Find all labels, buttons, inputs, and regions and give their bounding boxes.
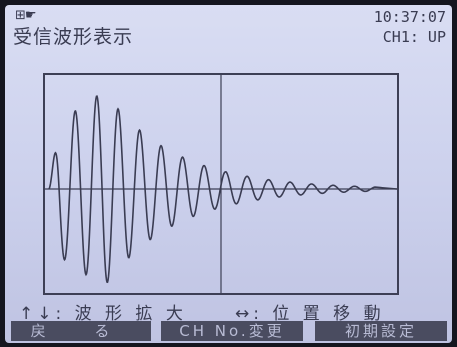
clock-readout: 10:37:07 xyxy=(373,8,446,26)
lcd-screen: ⊞☛ 受信波形表示 10:37:07 CH1: UP ↑↓: 波 形 拡 大 ↔… xyxy=(5,5,452,343)
ch-change-button[interactable]: CH No.変更 xyxy=(161,321,303,341)
waveform-plot xyxy=(45,75,398,293)
waveform-display xyxy=(43,73,399,295)
hint-bar: ↑↓: 波 形 拡 大 ↔: 位 置 移 動 xyxy=(13,299,447,324)
softkey-bar: 戻 る CH No.変更 初期設定 xyxy=(11,321,447,341)
waveform-trace xyxy=(48,95,398,284)
channel-indicator: CH1: UP xyxy=(382,28,446,46)
back-button[interactable]: 戻 る xyxy=(11,321,151,341)
page-title: 受信波形表示 xyxy=(13,26,134,48)
initial-settings-button[interactable]: 初期設定 xyxy=(315,321,447,341)
hint-zoom: ↑↓: 波 形 拡 大 xyxy=(19,304,187,324)
hint-move: ↔: 位 置 移 動 xyxy=(235,304,385,324)
status-icons: ⊞☛ xyxy=(15,8,37,23)
